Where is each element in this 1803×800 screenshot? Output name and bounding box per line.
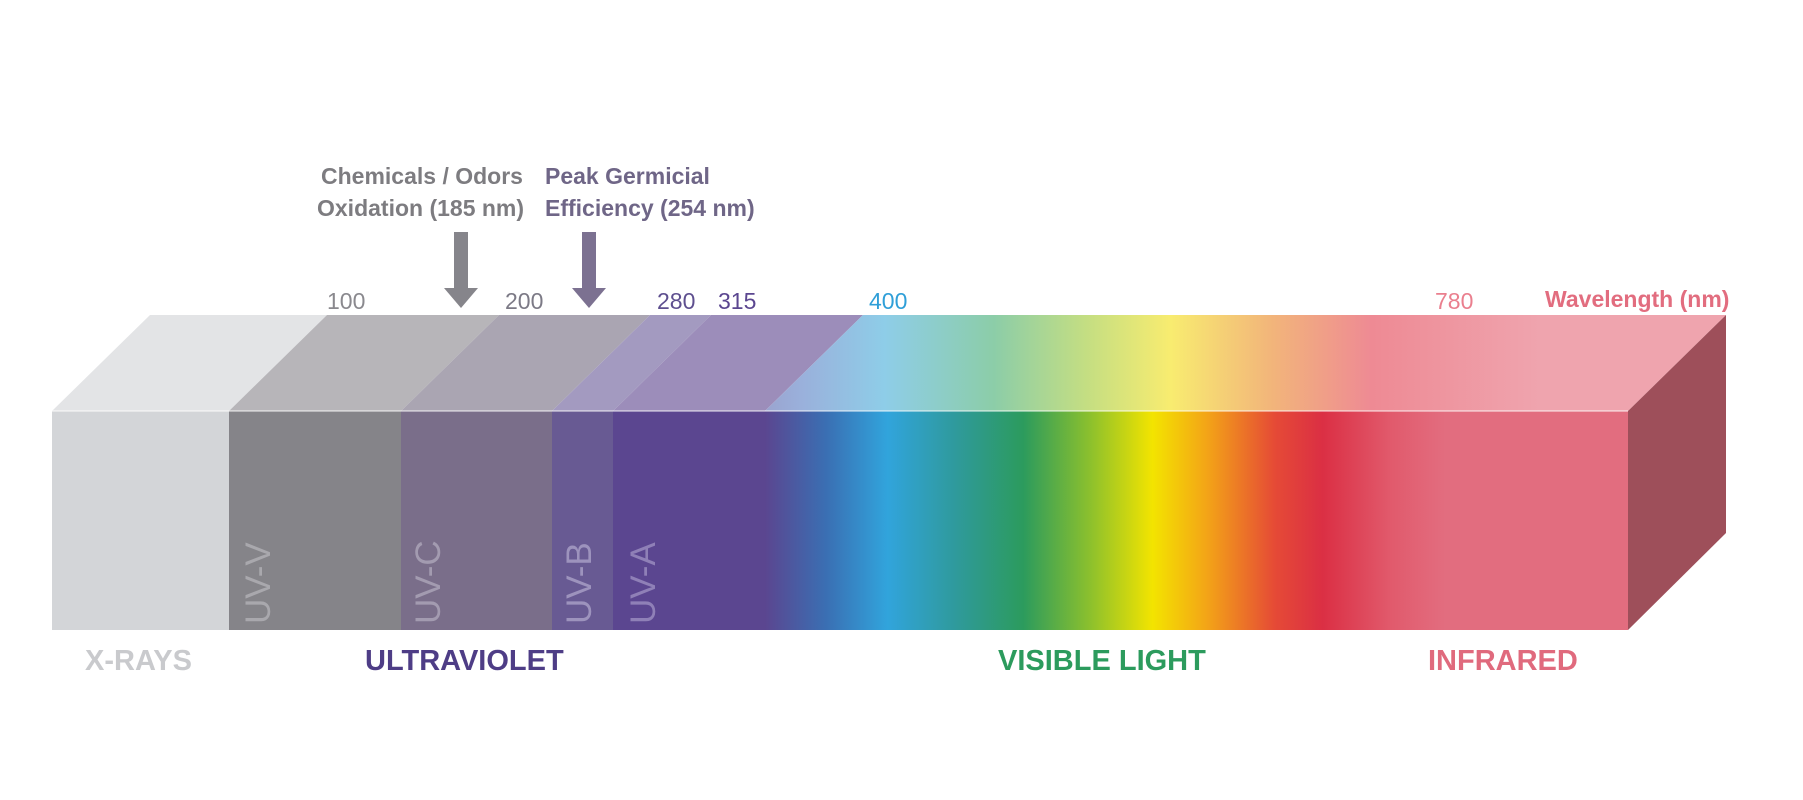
oxidation-label-line1: Chemicals / Odors bbox=[321, 163, 523, 189]
tick-200: 200 bbox=[505, 288, 543, 314]
axis-label: Wavelength (nm) bbox=[1545, 286, 1729, 312]
front-xrays bbox=[52, 411, 229, 630]
category-visible: VISIBLE LIGHT bbox=[998, 645, 1206, 677]
top-face-spectrum bbox=[765, 315, 1726, 411]
down-arrow-icon bbox=[444, 232, 478, 308]
front-visible bbox=[765, 411, 1445, 630]
oxidation-label-line2: Oxidation (185 nm) bbox=[317, 195, 524, 221]
front-uvb bbox=[552, 411, 613, 630]
tick-315: 315 bbox=[718, 288, 756, 314]
category-ultraviolet: ULTRAVIOLET bbox=[365, 645, 564, 677]
germicidal-label-line2: Efficiency (254 nm) bbox=[545, 195, 755, 221]
band-uvv: UV-V bbox=[239, 542, 278, 624]
top-face-uvb bbox=[552, 315, 711, 411]
top-face-uvc bbox=[401, 315, 650, 411]
category-xrays: X-RAYS bbox=[85, 645, 192, 677]
top-face-xrays bbox=[52, 315, 327, 411]
top-face-uvv bbox=[229, 315, 499, 411]
category-infrared: INFRARED bbox=[1428, 645, 1578, 677]
band-uvc: UV-C bbox=[409, 540, 448, 624]
band-uva: UV-A bbox=[624, 542, 663, 624]
front-uva bbox=[613, 411, 765, 630]
side-face bbox=[1628, 315, 1726, 630]
front-uvv bbox=[229, 411, 401, 630]
tick-780: 780 bbox=[1435, 288, 1473, 314]
down-arrow-icon bbox=[572, 232, 606, 308]
germicidal-label-line1: Peak Germicial bbox=[545, 163, 710, 189]
front-uvc bbox=[401, 411, 552, 630]
tick-100: 100 bbox=[327, 288, 365, 314]
tick-400: 400 bbox=[869, 288, 907, 314]
top-face-uva bbox=[613, 315, 863, 411]
band-uvb: UV-B bbox=[560, 542, 599, 624]
front-infrared bbox=[1445, 411, 1628, 630]
tick-280: 280 bbox=[657, 288, 695, 314]
